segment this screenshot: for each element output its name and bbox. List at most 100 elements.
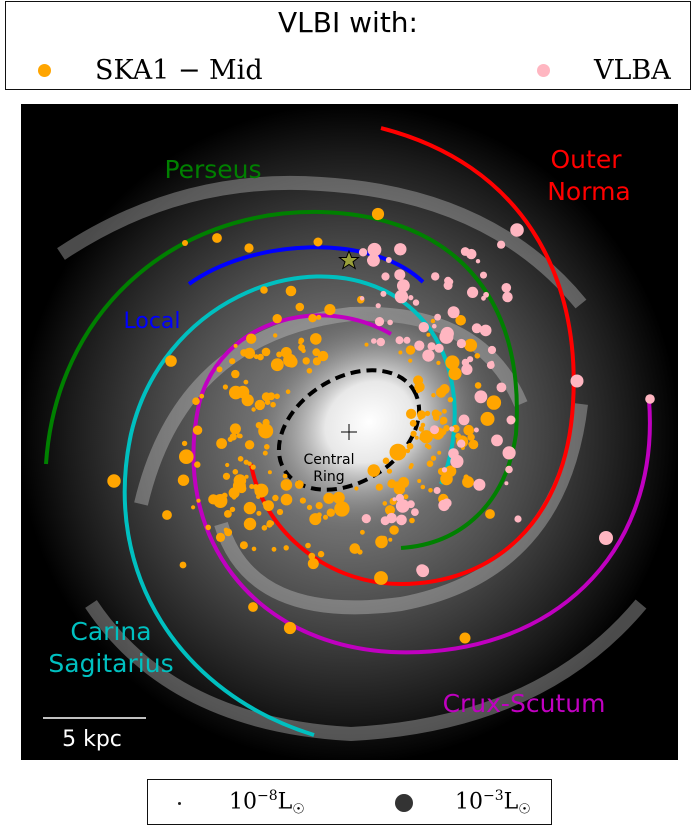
ska-point: [246, 333, 257, 344]
vlba-point: [486, 361, 495, 369]
ska-point: [280, 493, 293, 506]
ska-point: [283, 621, 297, 635]
vlba-point: [385, 257, 392, 263]
ska-point: [315, 502, 323, 510]
ska-point: [413, 375, 424, 386]
ska-point: [389, 525, 399, 535]
ska-point: [371, 207, 385, 221]
ska-point: [317, 350, 329, 362]
ska-point: [302, 357, 310, 365]
ska-point: [428, 488, 433, 493]
ska-point: [256, 510, 262, 516]
vlba-point: [403, 336, 411, 344]
ska-point: [439, 416, 448, 425]
ska-point: [408, 465, 413, 470]
ska-point: [405, 345, 416, 355]
vlba-point: [471, 323, 482, 334]
central-ring-label-1: Central: [304, 452, 355, 468]
ska-point: [280, 347, 292, 358]
vlba-point: [427, 342, 436, 351]
vlba-point: [449, 426, 455, 432]
ska-point: [270, 401, 276, 408]
ska-point: [387, 479, 397, 489]
vlba-point: [414, 340, 425, 351]
ska-point: [375, 483, 383, 491]
ska-point: [179, 561, 187, 569]
ska-point: [285, 389, 291, 395]
legend-item-ska: SKA1 − Mid: [38, 52, 263, 88]
ska-point: [208, 494, 219, 505]
ska-point: [436, 387, 447, 398]
arm-local: [187, 245, 425, 286]
vlba-point: [386, 512, 397, 524]
ska-point: [191, 505, 196, 510]
ska-point: [261, 347, 271, 357]
vlba-point: [496, 382, 507, 393]
vlba-point: [457, 439, 466, 448]
ska-point: [239, 486, 244, 491]
vlba-point: [375, 303, 381, 309]
ska-point: [228, 487, 240, 499]
vlba-point: [447, 306, 460, 319]
vlba-point: [510, 223, 524, 237]
ska-point: [455, 315, 467, 326]
ska-point: [273, 333, 278, 338]
ska-point: [283, 545, 289, 551]
vlba-point: [395, 493, 404, 503]
ska-point: [285, 285, 297, 297]
vlba-point: [645, 394, 655, 404]
vlba-point: [430, 425, 439, 435]
ska-point: [305, 542, 311, 549]
ska-point: [418, 426, 425, 432]
ska-point: [294, 480, 304, 489]
ska-point: [255, 422, 263, 429]
vlba-point: [475, 259, 481, 264]
ska-point: [271, 546, 277, 552]
ska-point: [416, 388, 421, 394]
vlba-point: [461, 363, 473, 375]
vlba-point: [570, 374, 584, 388]
ska-point: [272, 314, 282, 324]
ska-point: [286, 356, 298, 368]
vlba-point: [473, 478, 486, 491]
ska-point: [182, 240, 188, 246]
orange-dot-icon: [38, 63, 51, 77]
vlba-point: [418, 322, 429, 333]
ska-point: [323, 492, 335, 504]
ska-point: [224, 510, 232, 518]
vlba-point: [381, 272, 390, 281]
ska-point: [308, 552, 316, 560]
ska-point: [243, 501, 257, 515]
ska-point: [360, 529, 365, 535]
ska-point: [426, 444, 432, 450]
ska-point: [276, 508, 284, 516]
vlba-point: [394, 269, 406, 281]
vlba-point: [514, 515, 522, 523]
ska-point: [312, 348, 321, 357]
legend-label-ska: SKA1 − Mid: [95, 54, 263, 86]
ska-point: [349, 543, 361, 554]
ska-point: [455, 433, 462, 439]
ska-point: [262, 450, 268, 456]
vlba-point: [448, 448, 459, 459]
star-icon: [338, 249, 360, 270]
ska-point: [436, 360, 441, 365]
ska-point: [406, 442, 414, 450]
vlba-point: [505, 465, 513, 474]
size-legend-label-large: 10−3L☉: [455, 788, 531, 818]
vlba-point: [434, 343, 444, 353]
ska-point: [403, 494, 409, 500]
ska-point: [225, 462, 230, 468]
ska-point: [298, 344, 305, 351]
ska-point: [426, 332, 431, 337]
arm-label-crux-scutum: Crux-Scutum: [443, 689, 606, 718]
arm-label-norma: Norma: [547, 177, 631, 206]
ska-point: [306, 368, 313, 374]
ska-point: [262, 501, 267, 506]
ska-point: [274, 393, 280, 400]
ska-point: [317, 550, 325, 558]
central-ring-label-2: Ring: [313, 469, 344, 485]
vlba-point: [394, 289, 409, 304]
vlba-point: [367, 242, 382, 257]
vlba-point: [380, 290, 387, 297]
